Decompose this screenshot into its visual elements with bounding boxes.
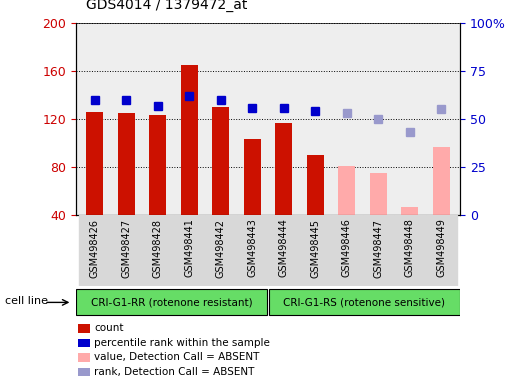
Text: count: count [94,323,123,333]
Text: CRI-G1-RS (rotenone sensitive): CRI-G1-RS (rotenone sensitive) [283,297,445,308]
Text: GSM498448: GSM498448 [405,218,415,278]
Bar [401,207,418,215]
Bar [118,113,135,215]
Bar [142,215,174,286]
Text: GSM498447: GSM498447 [373,218,383,278]
Bar [86,112,104,215]
Text: cell line: cell line [5,296,48,306]
Bar [275,122,292,215]
Bar [394,215,426,286]
Bar [331,215,362,286]
Text: rank, Detection Call = ABSENT: rank, Detection Call = ABSENT [94,367,255,377]
Text: GDS4014 / 1379472_at: GDS4014 / 1379472_at [86,0,248,12]
Bar [244,139,261,215]
Text: GSM498428: GSM498428 [153,218,163,278]
Text: GSM498427: GSM498427 [121,218,131,278]
Bar [362,215,394,286]
Bar [180,65,198,215]
Text: GSM498446: GSM498446 [342,218,352,278]
Bar [174,215,205,286]
Bar [433,147,450,215]
Bar [306,155,324,215]
Bar [149,116,166,215]
Text: GSM498449: GSM498449 [436,218,446,278]
Text: GSM498444: GSM498444 [279,218,289,278]
Bar [370,173,387,215]
Text: GSM498441: GSM498441 [184,218,194,278]
Bar [76,290,267,315]
Bar [110,215,142,286]
Bar [79,215,110,286]
Bar [300,215,331,286]
Bar [426,215,457,286]
Bar [338,166,356,215]
Text: CRI-G1-RR (rotenone resistant): CRI-G1-RR (rotenone resistant) [91,297,253,308]
Bar [236,215,268,286]
Text: percentile rank within the sample: percentile rank within the sample [94,338,270,348]
Text: GSM498442: GSM498442 [216,218,226,278]
Bar [269,290,460,315]
Text: GSM498426: GSM498426 [90,218,100,278]
Text: GSM498445: GSM498445 [310,218,320,278]
Bar [205,215,236,286]
Bar [212,107,230,215]
Text: GSM498443: GSM498443 [247,218,257,278]
Text: value, Detection Call = ABSENT: value, Detection Call = ABSENT [94,352,259,362]
Bar [268,215,300,286]
